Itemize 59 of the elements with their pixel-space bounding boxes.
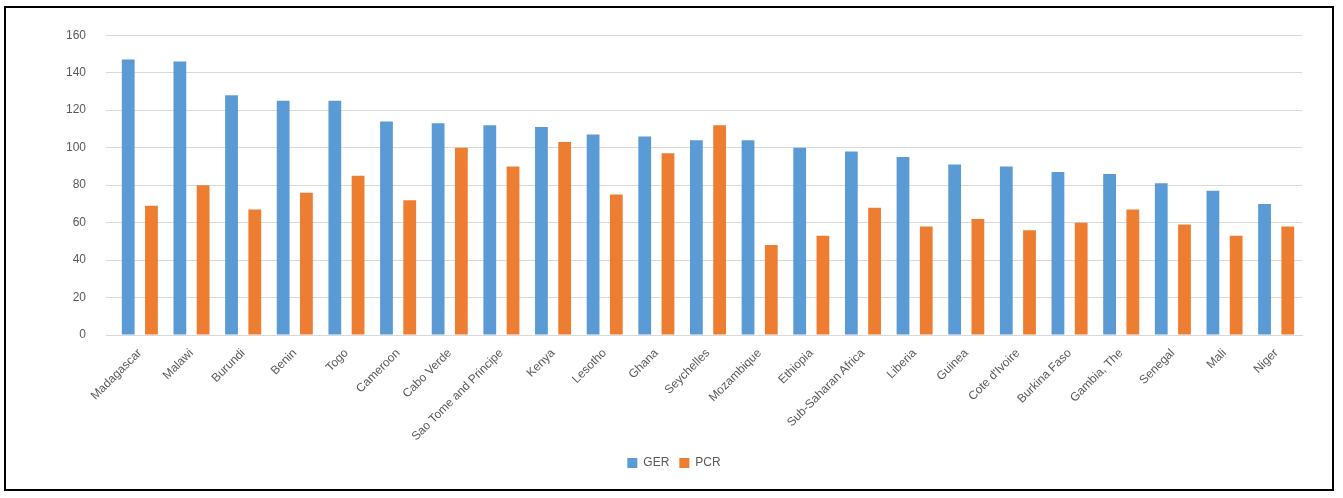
y-tick-label: 0 (79, 327, 87, 342)
bar (948, 164, 962, 335)
bar (609, 194, 623, 335)
bar (1206, 190, 1220, 335)
bar (403, 200, 417, 335)
x-tick-label: Mali (1203, 345, 1229, 372)
bar (173, 61, 187, 335)
bar (276, 100, 290, 335)
bar (351, 175, 365, 335)
bar (844, 151, 858, 335)
y-tick-label: 160 (65, 27, 87, 42)
y-tick-label: 20 (72, 289, 87, 304)
bar (999, 166, 1013, 335)
bar (661, 153, 675, 335)
x-tick-label: Togo (322, 345, 352, 375)
bar (793, 147, 807, 335)
bar (638, 136, 652, 335)
bar (300, 192, 313, 335)
y-tick-label: 60 (72, 214, 87, 229)
bar (145, 205, 158, 335)
bar (971, 218, 985, 335)
bar (121, 59, 135, 335)
bar (1074, 222, 1088, 335)
bar (713, 125, 727, 335)
bar (586, 134, 600, 335)
bar (919, 226, 933, 335)
bar (868, 207, 881, 335)
y-tick-label: 80 (72, 177, 87, 192)
bar (1051, 172, 1065, 335)
bar (1229, 235, 1243, 335)
bar (764, 245, 778, 335)
bar (816, 235, 830, 335)
bar (1258, 203, 1271, 335)
y-tick-label: 140 (65, 65, 87, 79)
y-tick-label: 100 (65, 139, 87, 154)
bar (690, 140, 703, 335)
y-tick-label: 120 (65, 102, 87, 117)
bar (1023, 230, 1036, 335)
bar (1178, 224, 1191, 335)
bar (1281, 226, 1295, 335)
y-tick-label: 40 (72, 252, 87, 267)
bar (1126, 209, 1140, 335)
bar (1103, 173, 1116, 335)
bar (380, 121, 393, 335)
bar (483, 125, 497, 335)
legend-label: GER (643, 455, 670, 470)
bar (535, 127, 548, 335)
bar (506, 166, 520, 335)
bar (454, 147, 468, 335)
legend-label: PCR (695, 455, 721, 470)
bar (741, 140, 755, 335)
bar (896, 157, 910, 335)
bar (225, 95, 238, 335)
bar (328, 100, 342, 335)
bar (196, 185, 210, 335)
bar (558, 142, 572, 335)
bar (431, 123, 445, 335)
bar (1154, 183, 1168, 335)
bar (248, 209, 262, 335)
